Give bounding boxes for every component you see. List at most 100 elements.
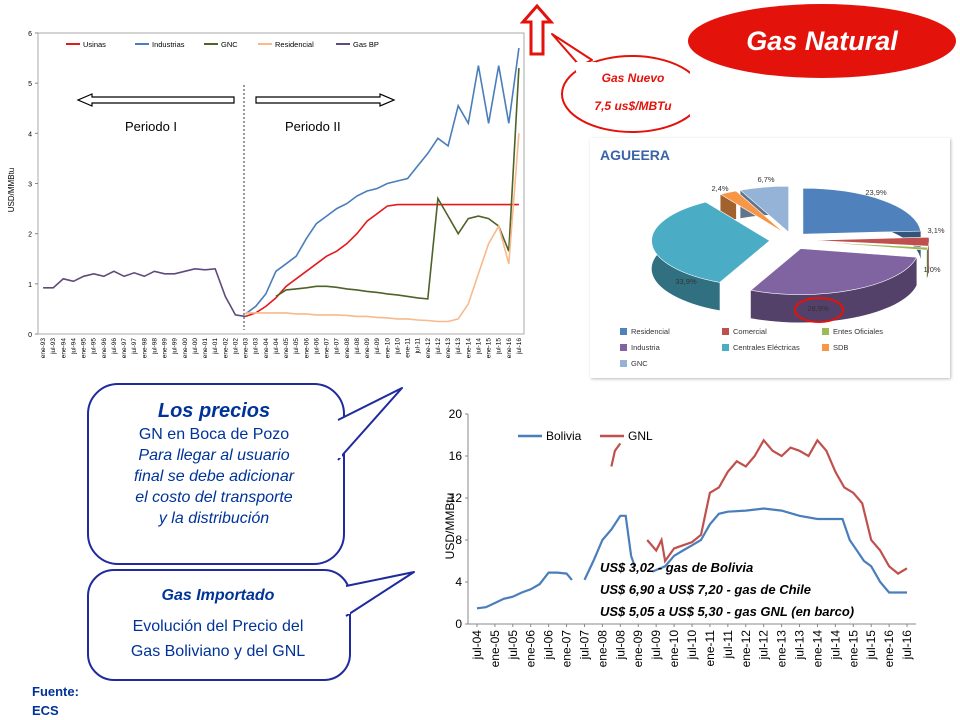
source-note: Fuente: ECS [32, 682, 79, 720]
prices-line4: el costo del transporte [135, 489, 293, 506]
chart1-series-gas-bp [43, 267, 246, 318]
chart1-xtick-label: ene-13 [445, 338, 452, 359]
pie-title: AGUEERA [600, 147, 670, 163]
chart3-xtick-label: ene-07 [560, 630, 574, 668]
pie-legend-swatch [822, 344, 829, 351]
period-1-arrow [76, 93, 235, 107]
chart3-series-bolivia [652, 507, 907, 594]
chart3-xtick-label: ene-09 [631, 630, 645, 668]
chart1-xtick-label: jul-93 [50, 338, 57, 355]
chart3-xtick-label: ene-13 [775, 630, 789, 668]
pie-data-label: 23,9% [865, 188, 887, 197]
chart1-xtick-label: jul-02 [232, 338, 239, 355]
chart3-ytick-label: 20 [449, 407, 463, 421]
chart1-xtick-label: jul-01 [212, 338, 219, 355]
chart1-ytick-label: 4 [28, 131, 32, 138]
pie-legend-label: Industria [631, 343, 661, 352]
chart1-legend-label: Usinas [83, 40, 106, 49]
imported-title: Gas Importado [161, 587, 275, 604]
pie-highlight-circle [794, 297, 844, 323]
chart3-xtick-label: jul-09 [649, 630, 663, 661]
chart3-xtick-label: ene-15 [846, 630, 860, 668]
chart1-xtick-label: jul-09 [374, 338, 381, 355]
chart1-xtick-label: ene-11 [405, 338, 412, 358]
chart3-xtick-label: jul-15 [864, 630, 878, 661]
pie-legend-swatch [620, 328, 627, 335]
chart1-xtick-label: ene-00 [182, 338, 189, 359]
pie-legend-swatch [822, 328, 829, 335]
chart1-xtick-label: ene-02 [222, 338, 229, 359]
chart3-xtick-label: ene-05 [488, 630, 502, 668]
pie-data-label: 1,0% [923, 265, 940, 274]
pie-legend-swatch [620, 344, 627, 351]
chart3-series-bolivia [583, 514, 636, 581]
pie-legend-label: SDB [833, 343, 848, 352]
pie-slice-side [928, 237, 930, 275]
source-value: ECS [32, 703, 59, 718]
pie-slice-entes-oficiales [810, 241, 929, 251]
chart1-xtick-label: ene-99 [162, 338, 169, 359]
chart1-xtick-label: ene-09 [364, 338, 371, 359]
chart3-annotation: US$ 5,05 a US$ 5,30 - gas GNL (en barco) [600, 604, 854, 619]
pie-data-label: 2,4% [711, 184, 728, 193]
chart1-xtick-label: jul-98 [151, 338, 158, 355]
pie-legend-swatch [722, 344, 729, 351]
pie-data-label: 33,9% [675, 277, 697, 286]
prices-title: Los precios [157, 400, 271, 422]
chart1-series-industrias [245, 47, 520, 315]
chart1-xtick-label: ene-07 [324, 338, 331, 359]
pie-legend-label: Centrales Eléctricas [733, 343, 800, 352]
chart3-ytick-label: 0 [455, 617, 462, 631]
chart1-xtick-label: ene-10 [384, 338, 391, 359]
source-label: Fuente: [32, 684, 79, 699]
chart1-xtick-label: ene-04 [263, 338, 270, 359]
chart1-ylabel: USD/MMBtu [7, 168, 16, 212]
chart1-xtick-label: ene-03 [243, 338, 250, 359]
pie-slice-sdb [719, 190, 785, 234]
chart1-xtick-label: jul-95 [91, 338, 98, 355]
imported-line2: Gas Boliviano y del GNL [130, 643, 306, 660]
chart1-xtick-label: jul-96 [111, 338, 118, 355]
imported-callout: Gas Importado Evolución del Precio del G… [92, 584, 344, 664]
chart3-xtick-label: jul-14 [828, 630, 842, 661]
chart3-series-gnl [610, 442, 622, 467]
chart1-xtick-label: ene-95 [81, 338, 88, 359]
chart3-xtick-label: jul-08 [613, 630, 627, 661]
chart1-series-residencial [245, 133, 520, 323]
chart3-xtick-label: jul-11 [721, 630, 735, 660]
pie-slice-gnc [739, 185, 789, 233]
chart3-xtick-label: jul-16 [900, 630, 914, 661]
chart1-legend-label: Residencial [275, 40, 314, 49]
chart1-xtick-label: ene-97 [121, 338, 128, 359]
chart1-xtick-label: ene-93 [40, 338, 47, 359]
period-1-label: Periodo I [125, 119, 177, 134]
prices-line5: y la distribución [158, 510, 270, 527]
chart1-xtick-label: ene-05 [283, 338, 290, 359]
pie-data-label: 3,1% [927, 226, 944, 235]
chart1-xtick-label: jul-05 [293, 338, 300, 355]
chart1-series-usinas [245, 203, 519, 318]
chart1-xtick-label: ene-08 [344, 338, 351, 359]
chart3-xtick-label: ene-11 [703, 630, 717, 667]
chart1-legend-label: GNC [221, 40, 238, 49]
prices-callout: Los precios GN en Boca de Pozo Para lleg… [90, 398, 338, 529]
chart1-xtick-label: jul-14 [475, 338, 482, 355]
chart3-xtick-label: jul-12 [757, 630, 771, 661]
chart1-series-gnc [275, 68, 520, 300]
chart3-ylabel: USD/MMBtu [443, 493, 457, 560]
chart1-xtick-label: jul-00 [192, 338, 199, 355]
chart1-xtick-label: jul-97 [131, 338, 138, 355]
chart1-xtick-label: jul-06 [313, 338, 320, 355]
chart1-xtick-label: ene-96 [101, 338, 108, 359]
chart1-xtick-label: ene-01 [202, 338, 209, 359]
imported-callout-shape [87, 569, 415, 681]
chart3-ytick-label: 8 [455, 533, 462, 547]
chart1-xtick-label: jul-03 [253, 338, 260, 355]
chart1-xtick-label: ene-15 [486, 338, 493, 359]
gas-nuevo-text: Gas Nuevo 7,5 us$/MBTu [568, 64, 698, 120]
chart1-ytick-label: 5 [28, 81, 32, 88]
gas-nuevo-line1: Gas Nuevo [601, 71, 665, 85]
prices-callout-shape [87, 383, 403, 565]
prices-line3: final se debe adicionar [133, 468, 295, 485]
chart1-xtick-label: jul-99 [172, 338, 179, 355]
